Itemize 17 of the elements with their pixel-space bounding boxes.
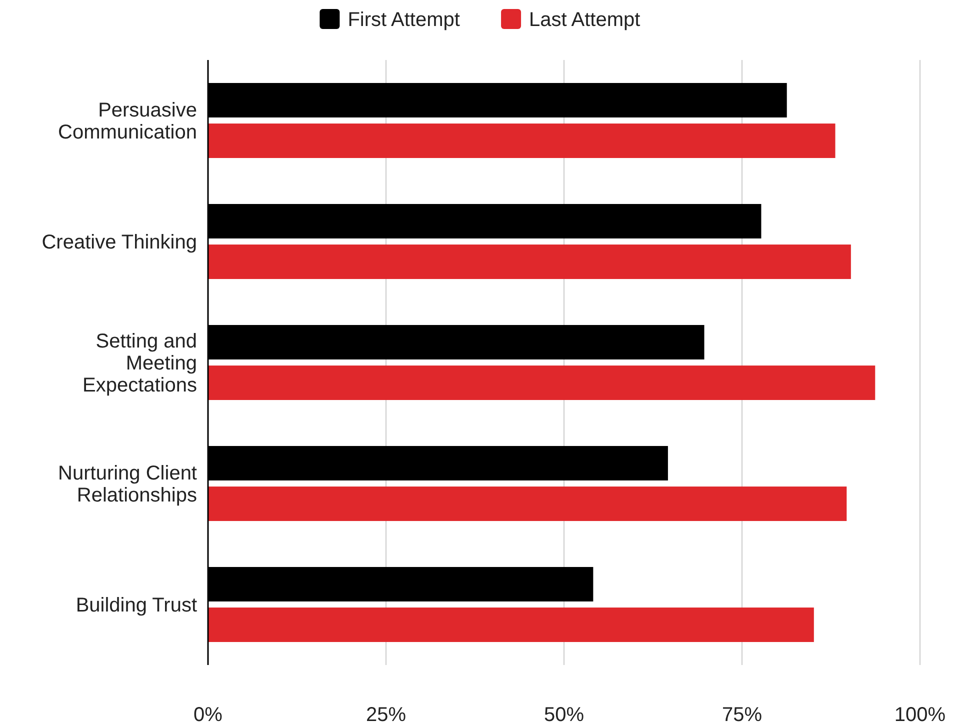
bar — [208, 244, 851, 280]
y-tick-label: Persuasive Communication — [58, 100, 197, 144]
y-tick-label: Creative Thinking — [42, 232, 197, 254]
bar — [208, 124, 836, 158]
x-tick-label: 100% — [894, 704, 946, 723]
bar — [208, 486, 847, 522]
x-tick-label: 25% — [366, 704, 406, 723]
x-tick-label: 50% — [544, 704, 584, 723]
legend-label: First Attempt — [348, 9, 460, 31]
x-tick-label: 75% — [722, 704, 762, 723]
y-tick-label: Nurturing Client Relationships — [58, 462, 198, 506]
y-tick-label: Setting and Meeting Expectations — [82, 330, 197, 396]
bar — [208, 608, 814, 642]
x-tick-label: 0% — [194, 704, 223, 723]
bar — [208, 366, 876, 400]
legend-label: Last Attempt — [529, 9, 641, 31]
y-tick-label: Building Trust — [76, 594, 198, 616]
